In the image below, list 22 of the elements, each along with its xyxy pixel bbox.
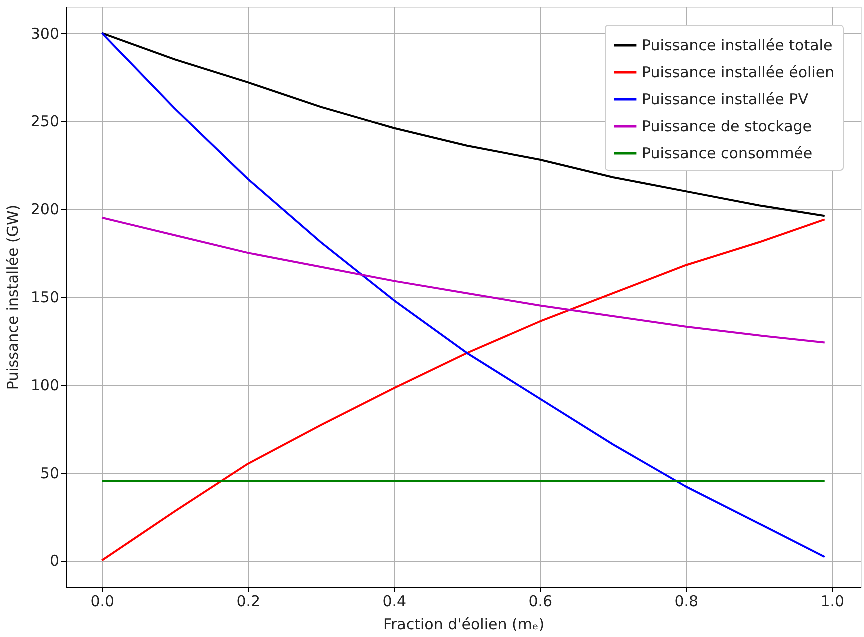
line-series bbox=[101, 218, 826, 562]
legend-label: Puissance consommée bbox=[642, 144, 813, 162]
y-axis-title: Puissance installée (GW) bbox=[4, 204, 22, 390]
x-tick-label: 0.0 bbox=[90, 592, 115, 610]
x-tick-label: 0.4 bbox=[382, 592, 407, 610]
x-axis-title: Fraction d'éolien (mₑ) bbox=[383, 616, 545, 634]
y-tick-label: 100 bbox=[30, 376, 60, 394]
y-tick-label: 150 bbox=[30, 288, 60, 306]
y-tick-label: 0 bbox=[50, 552, 60, 570]
y-tick-label: 200 bbox=[30, 200, 60, 219]
x-tick-label: 0.8 bbox=[674, 592, 699, 610]
line-series bbox=[101, 216, 826, 344]
legend-label: Puissance installée PV bbox=[642, 90, 810, 108]
y-tick-label: 300 bbox=[30, 24, 60, 43]
legend-label: Puissance installée totale bbox=[642, 36, 833, 54]
x-tick-label: 0.6 bbox=[528, 592, 553, 610]
x-tick-label: 0.2 bbox=[236, 592, 261, 610]
legend-label: Puissance de stockage bbox=[642, 118, 812, 136]
y-tick-label: 250 bbox=[30, 112, 60, 131]
legend-label: Puissance installée éolien bbox=[642, 64, 835, 82]
x-tick-label: 1.0 bbox=[820, 592, 845, 610]
y-tick-label: 50 bbox=[40, 464, 60, 482]
